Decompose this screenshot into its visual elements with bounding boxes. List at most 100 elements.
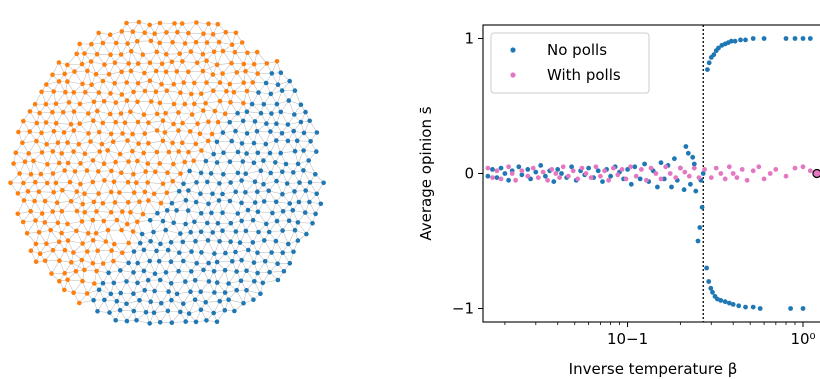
network-node <box>239 178 244 183</box>
network-node <box>137 199 142 204</box>
network-node <box>142 288 147 293</box>
network-edge <box>98 180 105 194</box>
network-edge <box>46 131 55 145</box>
network-node <box>145 180 150 185</box>
network-edge <box>62 190 72 202</box>
network-node <box>124 80 129 85</box>
data-point <box>767 171 773 176</box>
network-node <box>84 168 90 173</box>
network-node <box>100 120 106 126</box>
network-edge <box>28 140 37 154</box>
network-node <box>212 251 217 256</box>
data-point <box>485 173 491 179</box>
network-node <box>275 277 281 283</box>
network-edge <box>236 290 244 304</box>
network-node <box>298 119 304 125</box>
network-node <box>286 241 291 247</box>
network-node <box>131 171 136 177</box>
network-node <box>72 169 78 174</box>
network-node <box>153 68 159 74</box>
network-edge <box>102 250 112 264</box>
data-point <box>570 168 576 174</box>
network-node <box>177 51 182 56</box>
network-node <box>38 171 44 177</box>
network-node <box>232 49 238 55</box>
network-node <box>267 150 273 156</box>
network-edge <box>225 32 233 45</box>
network-edge <box>67 279 83 282</box>
network-node <box>168 259 174 265</box>
network-node <box>95 309 100 314</box>
network-node <box>251 297 256 303</box>
network-node <box>234 70 240 75</box>
data-point <box>792 36 798 41</box>
network-node <box>77 41 82 47</box>
network-node <box>135 99 140 105</box>
network-node <box>205 179 210 185</box>
network-node <box>85 249 90 254</box>
network-edge <box>263 160 271 174</box>
network-node <box>270 210 275 216</box>
network-node <box>193 141 199 147</box>
network-node <box>229 138 234 144</box>
network-node <box>97 149 102 154</box>
network-node <box>90 158 96 163</box>
network-node <box>214 139 220 145</box>
network-edge <box>76 191 83 205</box>
network-edge <box>171 300 181 313</box>
network-node <box>264 61 270 66</box>
network-edge <box>257 211 267 225</box>
network-node <box>189 269 194 274</box>
network-node <box>176 149 181 154</box>
data-point <box>525 167 531 172</box>
network-node <box>215 221 221 226</box>
network-edge <box>276 180 283 195</box>
data-point <box>738 37 743 43</box>
network-node <box>160 218 166 224</box>
data-point <box>615 172 621 178</box>
network-node <box>135 39 140 44</box>
network-node <box>55 140 61 145</box>
network-node <box>262 238 267 243</box>
legend-label-no-polls: No polls <box>547 41 607 59</box>
network-node <box>51 190 56 195</box>
network-node <box>71 250 76 255</box>
network-node <box>169 200 175 206</box>
network-node <box>118 52 124 57</box>
network-node <box>211 151 216 157</box>
network-node <box>280 191 285 197</box>
network-node <box>89 82 94 87</box>
network-node <box>252 279 257 284</box>
network-node <box>286 218 292 223</box>
network-node <box>154 49 160 55</box>
network-node <box>158 200 164 206</box>
data-point <box>490 167 495 172</box>
network-edge <box>216 140 232 143</box>
network-node <box>279 131 285 136</box>
network-node <box>210 72 216 77</box>
network-edge <box>130 201 140 213</box>
network-node <box>252 119 258 124</box>
network-node <box>179 21 185 26</box>
network-edge <box>205 300 220 303</box>
network-node <box>302 210 308 215</box>
network-node <box>275 82 281 87</box>
network-node <box>93 231 99 236</box>
network-node <box>130 229 136 234</box>
network-edge <box>288 100 295 115</box>
opinion-network-diagram <box>8 19 326 326</box>
network-node <box>263 141 269 147</box>
network-node <box>71 290 76 296</box>
network-node <box>119 69 124 75</box>
network-edge <box>148 200 158 214</box>
data-point <box>653 171 659 176</box>
network-node <box>234 269 239 274</box>
network-node <box>274 178 279 184</box>
network-node <box>147 78 153 83</box>
network-node <box>135 260 140 266</box>
network-edge <box>84 151 100 154</box>
network-node <box>182 159 187 165</box>
network-node <box>243 228 249 234</box>
data-point <box>588 175 594 181</box>
network-node <box>199 91 204 96</box>
